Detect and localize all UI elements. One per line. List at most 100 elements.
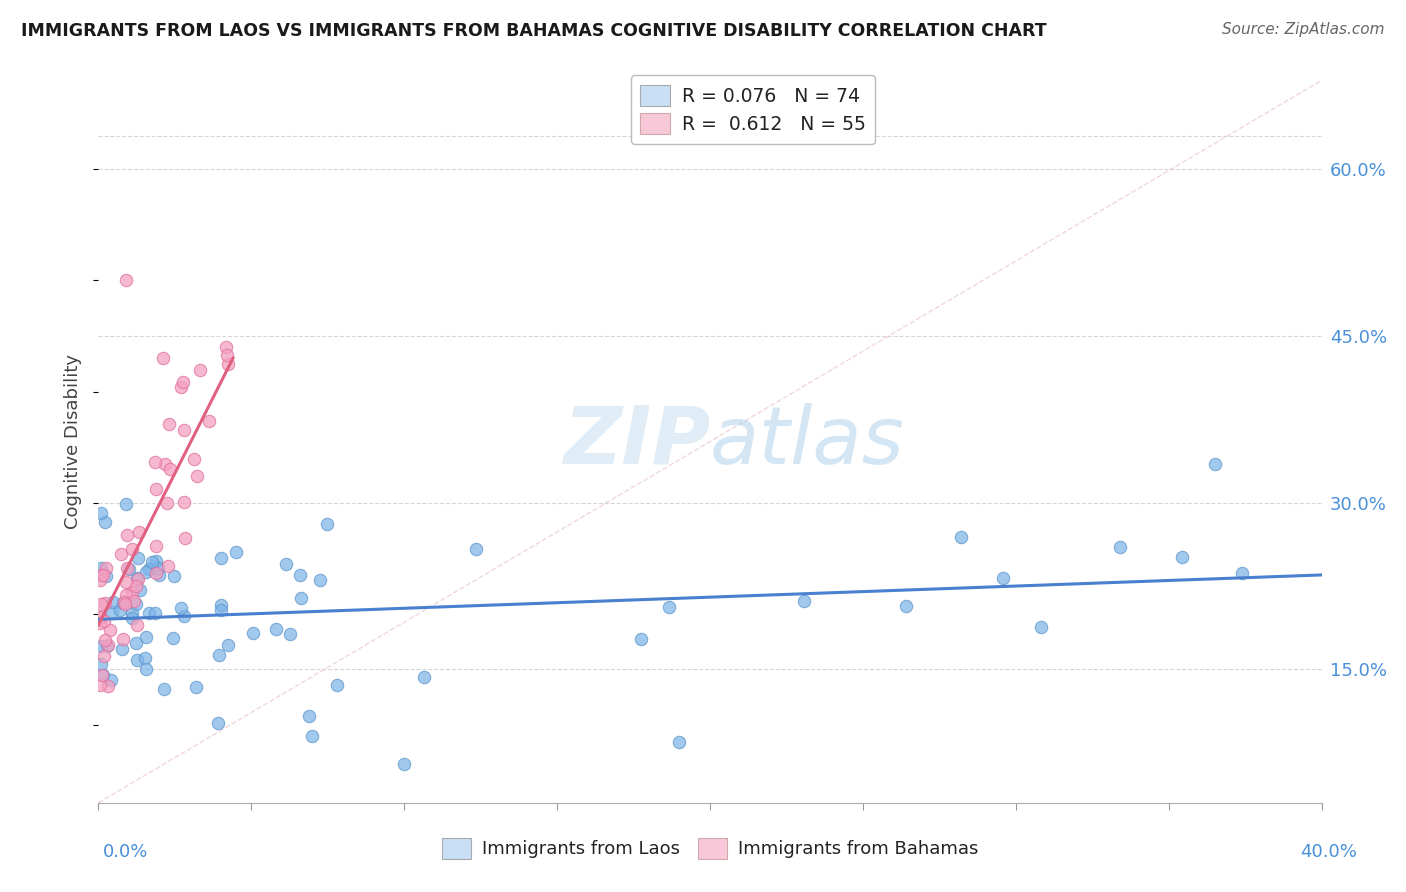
Point — [392, 756, 416, 771]
Point — [143, 606, 166, 620]
Point — [118, 562, 141, 576]
Point — [100, 673, 122, 687]
Point — [1108, 541, 1130, 555]
Point — [315, 516, 337, 531]
Point — [94, 515, 117, 529]
Point — [153, 681, 176, 696]
Point — [152, 351, 174, 366]
Point — [115, 589, 138, 603]
Point — [266, 623, 288, 637]
Point — [121, 541, 143, 556]
Point — [89, 610, 111, 624]
Point — [464, 542, 486, 557]
Point — [97, 679, 120, 693]
Point — [174, 531, 197, 545]
Point — [141, 555, 163, 569]
Point — [173, 424, 195, 438]
Point — [108, 603, 131, 617]
Point — [145, 540, 167, 554]
Point — [242, 625, 264, 640]
Legend: Immigrants from Laos, Immigrants from Bahamas: Immigrants from Laos, Immigrants from Ba… — [434, 830, 986, 866]
Point — [301, 729, 323, 743]
Point — [93, 649, 115, 664]
Point — [117, 528, 139, 542]
Text: IMMIGRANTS FROM LAOS VS IMMIGRANTS FROM BAHAMAS COGNITIVE DISABILITY CORRELATION: IMMIGRANTS FROM LAOS VS IMMIGRANTS FROM … — [21, 22, 1046, 40]
Point — [1230, 566, 1253, 580]
Point — [89, 678, 111, 692]
Point — [276, 557, 298, 571]
Point — [90, 668, 112, 682]
Text: 40.0%: 40.0% — [1301, 843, 1357, 861]
Point — [209, 550, 232, 565]
Point — [122, 593, 145, 607]
Point — [124, 578, 146, 592]
Point — [93, 633, 115, 648]
Point — [127, 653, 149, 667]
Point — [114, 574, 136, 589]
Point — [148, 567, 170, 582]
Point — [207, 716, 229, 731]
Point — [98, 623, 121, 637]
Point — [288, 568, 311, 582]
Point — [125, 598, 148, 612]
Point — [188, 363, 211, 377]
Point — [298, 709, 321, 723]
Point — [91, 568, 114, 582]
Point — [89, 573, 111, 587]
Point — [793, 594, 815, 608]
Point — [225, 545, 247, 559]
Text: Source: ZipAtlas.com: Source: ZipAtlas.com — [1222, 22, 1385, 37]
Point — [198, 414, 221, 428]
Point — [101, 595, 124, 609]
Point — [134, 650, 156, 665]
Point — [163, 568, 186, 582]
Point — [215, 340, 238, 354]
Point — [125, 618, 148, 632]
Point — [157, 558, 180, 573]
Point — [145, 553, 167, 567]
Point — [173, 609, 195, 624]
Point — [170, 379, 193, 393]
Point — [121, 584, 143, 599]
Point — [127, 571, 149, 585]
Point — [217, 638, 239, 652]
Point — [209, 602, 232, 616]
Point — [89, 615, 111, 630]
Point — [96, 640, 118, 654]
Point — [1204, 457, 1226, 471]
Point — [94, 596, 117, 610]
Point — [173, 495, 195, 509]
Point — [110, 642, 132, 657]
Point — [183, 452, 205, 467]
Point — [157, 417, 180, 432]
Point — [209, 599, 232, 613]
Point — [114, 594, 136, 608]
Point — [668, 734, 690, 748]
Point — [159, 462, 181, 476]
Y-axis label: Cognitive Disability: Cognitive Disability — [65, 354, 83, 529]
Point — [91, 667, 114, 681]
Point — [114, 597, 136, 611]
Point — [101, 605, 124, 619]
Point — [138, 562, 160, 576]
Point — [128, 583, 150, 598]
Point — [90, 640, 112, 654]
Point — [135, 663, 157, 677]
Point — [630, 632, 652, 646]
Point — [114, 497, 136, 511]
Point — [413, 670, 436, 684]
Point — [146, 561, 169, 575]
Point — [117, 561, 139, 575]
Point — [894, 599, 917, 613]
Point — [138, 606, 160, 620]
Point — [93, 614, 115, 628]
Point — [110, 547, 132, 561]
Point — [90, 597, 112, 611]
Point — [111, 632, 134, 647]
Point — [658, 599, 681, 614]
Point — [121, 611, 143, 625]
Text: atlas: atlas — [710, 402, 905, 481]
Point — [186, 469, 208, 483]
Point — [145, 566, 167, 581]
Point — [290, 591, 312, 606]
